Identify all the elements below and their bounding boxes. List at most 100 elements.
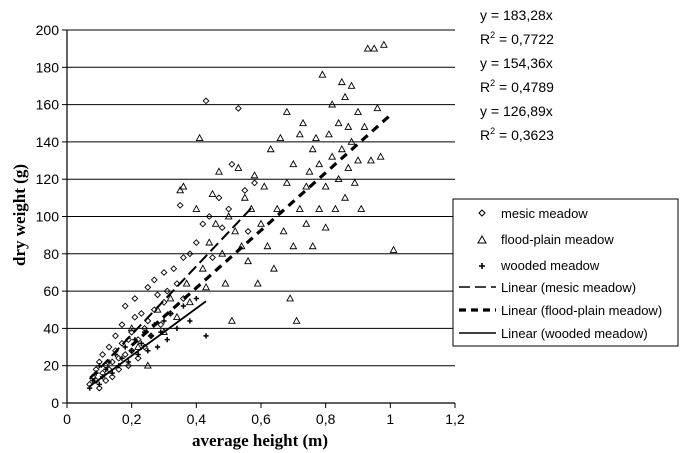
point-floodplain-74: [354, 107, 362, 115]
point-floodplain-84: [389, 245, 398, 253]
point-wooded-6: [103, 366, 109, 373]
point-floodplain-79: [366, 156, 375, 164]
point-wooded-31: [203, 333, 209, 339]
point-floodplain-65: [337, 77, 346, 86]
point-mesic-47: [179, 254, 187, 261]
point-mesic-50: [192, 239, 200, 247]
legend-label-linear-wooded-meadow: Linear (wooded meadow): [501, 326, 648, 341]
r-squared-2: R2 = 0,4789: [480, 78, 554, 95]
y-tick-label-5: 100: [36, 209, 60, 225]
point-floodplain-69: [344, 122, 353, 130]
x-axis-ticks: 0 0,2 0,4 0,6 0,8 1 1,2: [63, 403, 465, 427]
point-floodplain-75: [354, 156, 362, 164]
point-floodplain-32: [260, 182, 269, 190]
point-mesic-27: [131, 295, 139, 302]
r-squared-1-exponent: 2: [490, 30, 495, 40]
x-tick-label-5: 1: [386, 411, 394, 427]
point-wooded-11: [119, 355, 125, 361]
point-floodplain-71: [347, 81, 356, 89]
point-floodplain-58: [321, 223, 330, 231]
x-tick-label-2: 0,4: [187, 411, 207, 427]
point-mesic-17: [115, 365, 123, 373]
point-mesic-57: [225, 205, 233, 213]
point-floodplain-64: [334, 174, 343, 183]
point-mesic-42: [163, 287, 171, 295]
point-mesic-59: [234, 104, 242, 112]
point-wooded-16: [135, 351, 141, 358]
point-mesic-54: [209, 254, 216, 261]
point-floodplain-55: [315, 159, 324, 168]
point-wooded-1: [90, 378, 96, 384]
series-flood-plain-meadow: [127, 40, 398, 369]
point-floodplain-56: [318, 70, 327, 78]
point-wooded-30: [193, 295, 199, 302]
point-wooded-29: [187, 318, 193, 324]
point-floodplain-7: [176, 186, 185, 194]
point-wooded-14: [129, 348, 135, 354]
point-floodplain-35: [269, 264, 278, 272]
point-floodplain-59: [324, 130, 333, 138]
point-floodplain-49: [302, 182, 311, 190]
point-wooded-19: [145, 348, 151, 354]
point-floodplain-15: [205, 238, 214, 246]
point-floodplain-16: [208, 189, 217, 197]
point-mesic-60: [241, 186, 249, 194]
point-mesic-29: [134, 354, 142, 362]
legend-label-linear-flood-plain-meadow: Linear (flood-plain meadow): [501, 303, 662, 318]
r-squared-3-exponent: 2: [490, 126, 495, 136]
equation-3: y = 126,89x: [480, 103, 553, 119]
point-floodplain-61: [328, 100, 337, 108]
legend-marker-wooded-meadow: [479, 263, 485, 269]
point-mesic-25: [128, 347, 136, 355]
point-floodplain-19: [218, 249, 227, 257]
point-mesic-52: [202, 97, 210, 105]
point-floodplain-37: [276, 133, 285, 142]
equation-2: y = 154,36x: [480, 55, 553, 71]
point-wooded-27: [174, 325, 180, 331]
point-floodplain-45: [295, 204, 304, 212]
point-floodplain-29: [250, 171, 259, 179]
y-axis-title: dry weight (g): [10, 164, 29, 266]
y-tick-label-3: 60: [43, 283, 59, 299]
x-tick-label-4: 0,8: [316, 411, 336, 427]
point-floodplain-13: [198, 264, 207, 272]
point-mesic-51: [199, 220, 207, 228]
point-mesic-23: [124, 362, 132, 370]
point-mesic-12: [108, 358, 116, 366]
point-wooded-17: [138, 340, 144, 346]
point-wooded-3: [96, 381, 102, 387]
point-floodplain-39: [282, 107, 291, 115]
point-mesic-53: [205, 213, 213, 220]
x-tick-label-3: 0,6: [251, 411, 271, 427]
point-floodplain-9: [182, 279, 191, 287]
point-mesic-33: [144, 283, 152, 291]
point-wooded-8: [109, 370, 115, 376]
legend-box: [452, 198, 679, 347]
point-floodplain-50: [305, 167, 314, 175]
r-squared-2-symbol: R: [480, 79, 490, 95]
y-tick-label-4: 80: [43, 246, 59, 262]
point-mesic-6: [99, 351, 107, 358]
point-floodplain-31: [257, 219, 265, 227]
point-mesic-30: [137, 310, 145, 317]
point-floodplain-8: [179, 182, 188, 190]
point-floodplain-27: [244, 256, 253, 265]
point-mesic-44: [170, 265, 178, 273]
point-floodplain-24: [234, 163, 243, 171]
point-wooded-7: [106, 359, 112, 365]
y-axis-ticks: 0 20 40 60 80 100 120 140 160 180 200: [36, 22, 67, 411]
point-floodplain-26: [240, 193, 249, 201]
point-mesic-15: [112, 332, 119, 340]
y-tick-label-9: 180: [36, 59, 60, 75]
point-floodplain-12: [195, 133, 204, 142]
point-floodplain-30: [253, 279, 262, 287]
point-wooded-13: [125, 359, 132, 365]
point-wooded-22: [154, 344, 161, 350]
point-floodplain-66: [337, 145, 346, 153]
point-mesic-46: [176, 201, 184, 209]
r-squared-1-value: = 0,7722: [495, 31, 554, 47]
point-floodplain-22: [227, 316, 236, 324]
point-floodplain-43: [289, 159, 298, 168]
point-mesic-16: [115, 354, 123, 362]
y-tick-label-6: 120: [36, 171, 60, 187]
